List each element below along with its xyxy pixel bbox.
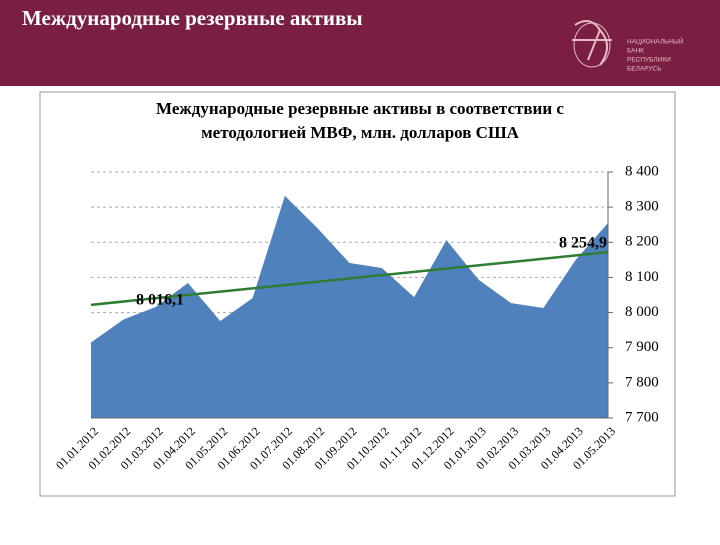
slide-title: Международные резервные активы — [22, 6, 363, 30]
logo — [572, 20, 612, 68]
header-bar — [0, 0, 720, 86]
trend-line — [90, 250, 609, 307]
y-tick-label: 7 900 — [625, 339, 659, 355]
annotation: 8 016,1 — [136, 292, 184, 309]
annotation: 8 254,9 — [559, 235, 607, 252]
logo-text: НАЦИОНАЛЬНЫЙ — [627, 37, 684, 46]
y-tick-label: 8 400 — [625, 163, 659, 179]
y-tick-label: 8 200 — [625, 234, 659, 250]
y-tick-label: 8 000 — [625, 304, 659, 320]
logo-text: РЕСПУБЛИКИ — [627, 57, 671, 64]
chart-title: методологией МВФ, млн. долларов США — [201, 123, 520, 142]
chart-title: Международные резервные активы в соответ… — [156, 99, 564, 118]
logo-text: БАНК — [627, 48, 644, 55]
y-tick-label: 7 800 — [625, 374, 659, 390]
area — [91, 195, 608, 418]
logo-text: БЕЛАРУСЬ — [627, 66, 661, 73]
logo-ring — [573, 22, 611, 68]
y-tick-label: 8 100 — [625, 269, 659, 285]
logo-mark — [572, 20, 612, 66]
y-tick-label: 8 300 — [625, 199, 659, 215]
y-tick-label: 7 700 — [625, 409, 659, 425]
